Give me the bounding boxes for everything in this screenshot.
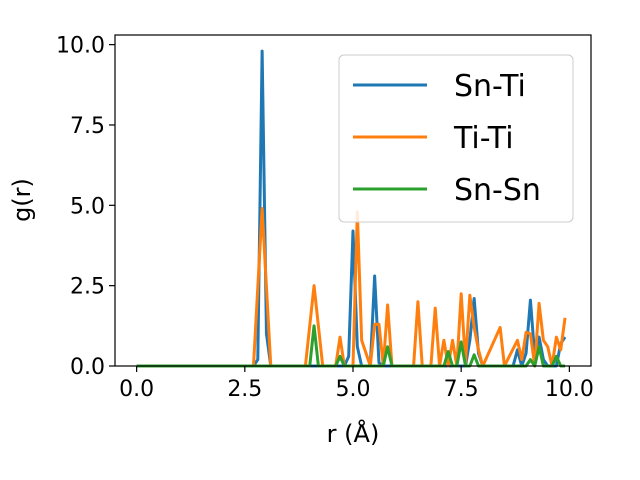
x-tick-label: 10.0 (545, 377, 594, 402)
legend: Sn-Ti Ti-Ti Sn-Sn (338, 54, 574, 223)
y-tick-label: 10.0 (56, 34, 105, 59)
y-tick-label: 2.5 (70, 275, 105, 300)
x-tick-label: 2.5 (227, 377, 262, 402)
y-tick-label: 5.0 (70, 194, 105, 219)
x-tick-label: 5.0 (336, 377, 371, 402)
y-tick-label: 0.0 (70, 355, 105, 380)
legend-label: Sn-Ti (454, 69, 526, 104)
y-axis-label: g(r) (8, 178, 36, 222)
x-tick-label: 0.0 (119, 377, 154, 402)
x-axis-label: r (Å) (327, 419, 380, 448)
legend-box (338, 54, 574, 223)
y-tick-label: 7.5 (70, 114, 105, 139)
y-axis: 0.0 2.5 5.0 7.5 10.0 (56, 34, 115, 380)
x-axis: 0.0 2.5 5.0 7.5 10.0 (119, 366, 594, 402)
series-line-sn-sn (136, 324, 566, 368)
legend-label: Ti-Ti (453, 121, 514, 156)
legend-label: Sn-Sn (454, 173, 541, 208)
x-tick-label: 7.5 (444, 377, 479, 402)
